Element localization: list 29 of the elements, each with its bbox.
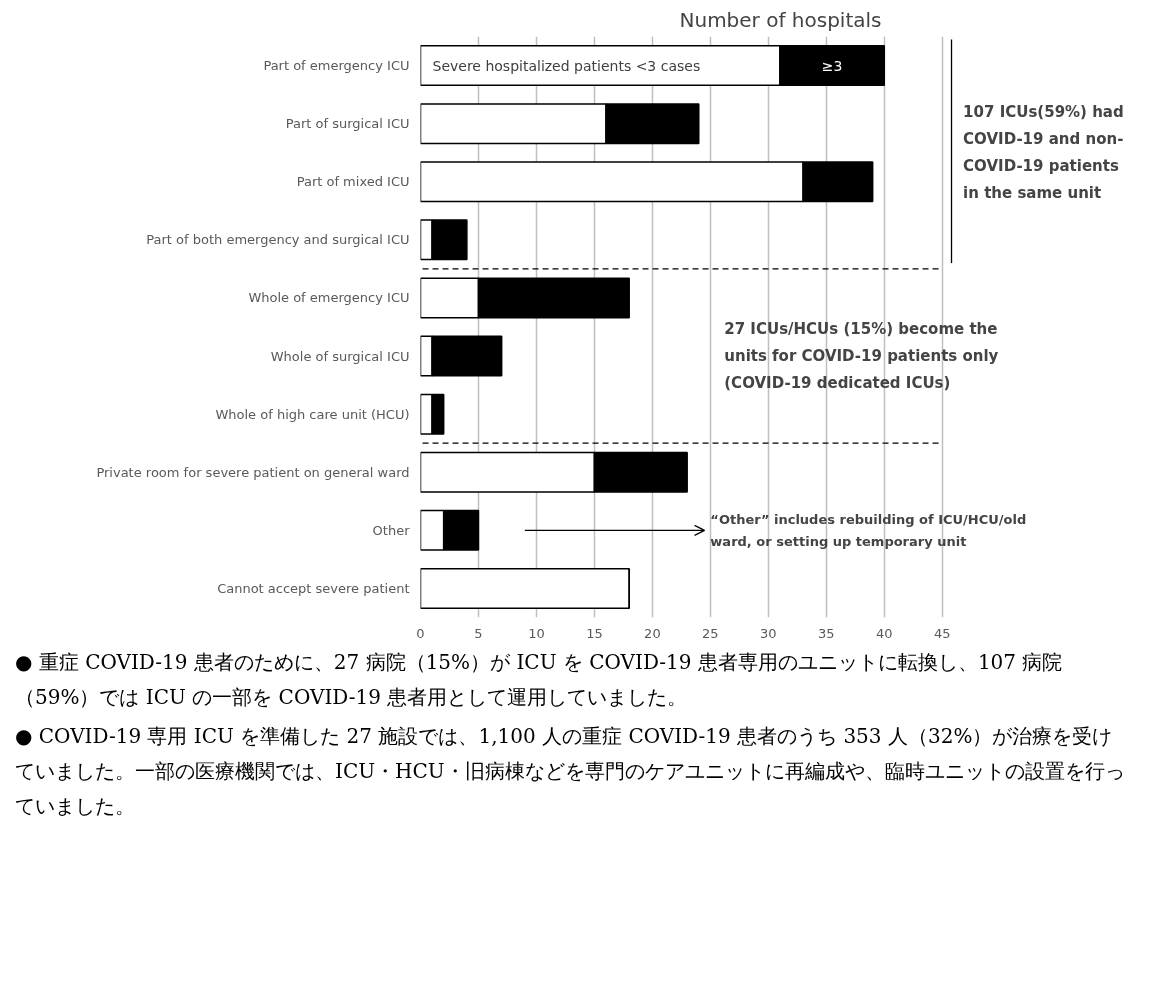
- x-tick-label: 25: [702, 625, 719, 641]
- series-label: ≥3: [821, 57, 843, 74]
- text: 107 ICUs(59%) had COVID-19 and non- COVID-19 patients in the same unit: [963, 103, 1124, 203]
- x-tick-label: 30: [760, 625, 777, 641]
- x-tick-label: 45: [933, 625, 951, 641]
- y-tick-label: Whole of surgical ICU: [270, 348, 410, 364]
- y-tick-label: Whole of emergency ICU: [248, 290, 410, 306]
- x-tick-label: 10: [528, 625, 545, 641]
- text: ● COVID-19 専用 ICU を準備した 27 施設では、1,100 人の重症 COVID-19 患者のうち 353 人（32%）が治療を受けていました。一部の医療機関では、ICU・HCU・旧病棟などを専門のケアユニットに再編成や、臨時ユニットの設置を行っていました。: [15, 723, 1125, 820]
- x-tick-label: 20: [644, 625, 661, 641]
- y-tick-label: Part of mixed ICU: [296, 174, 410, 190]
- chart-title: Number of hospitals: [679, 7, 882, 32]
- series-label: Severe hospitalized patients <3 cases: [432, 57, 701, 74]
- y-tick-label: Part of surgical ICU: [285, 116, 410, 132]
- y-tick-label: Cannot accept severe patient: [217, 580, 410, 596]
- x-tick-label: 35: [818, 625, 835, 641]
- annotation: “Other” includes rebuilding of ICU/HCU/old ward, or setting up temporary unit: [710, 511, 1027, 550]
- bar: [420, 567, 630, 609]
- annotation: 27 ICUs/HCUs (15%) become the units for COVID-19 patients only (COVID-19 dedicated ICUs): [724, 320, 999, 393]
- y-tick-label: Part of both emergency and surgical ICU: [146, 232, 410, 248]
- y-tick-label: Private room for severe patient on general ward: [96, 464, 410, 480]
- y-tick-label: Other: [372, 522, 411, 538]
- text: ● 重症 COVID-19 患者のために、27 病院（15%）が ICU を COVID-19 患者専用のユニットに転換し、107 病院（59%）では ICU の一部を COVID-19 患者用として運用していました。: [15, 649, 1064, 711]
- x-tick-label: 5: [474, 625, 483, 641]
- x-tick-label: 40: [876, 625, 893, 641]
- x-tick-label: 0: [416, 625, 425, 641]
- y-tick-label: Part of emergency ICU: [263, 58, 410, 74]
- x-tick-label: 15: [586, 625, 603, 641]
- y-tick-label: Whole of high care unit (HCU): [215, 406, 410, 422]
